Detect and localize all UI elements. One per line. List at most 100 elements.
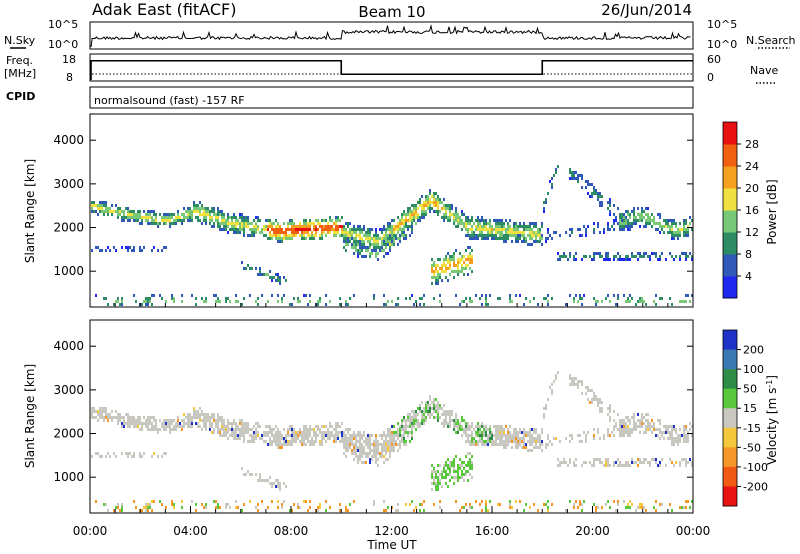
power-cell xyxy=(285,279,287,282)
power-cell xyxy=(191,213,193,216)
power-cell xyxy=(523,231,525,234)
power-cell xyxy=(439,198,441,201)
power-cell xyxy=(599,231,601,234)
velocity-cell xyxy=(387,443,389,446)
velocity-cell xyxy=(523,443,525,446)
power-cell xyxy=(363,228,365,231)
power-cell xyxy=(309,222,311,225)
velocity-cell xyxy=(389,446,391,449)
power-cell xyxy=(493,219,495,222)
power-cell xyxy=(517,234,519,237)
velocity-cell xyxy=(537,446,539,449)
velocity-cell xyxy=(103,410,105,413)
power-cell xyxy=(431,270,433,273)
velocity-cell xyxy=(403,419,405,422)
velocity-cell xyxy=(437,419,439,422)
velocity-cell xyxy=(475,425,477,428)
power-cell xyxy=(521,231,523,234)
velocity-cell xyxy=(463,461,465,464)
power-cell xyxy=(655,255,657,258)
velocity-cell xyxy=(411,410,413,413)
velocity-cell xyxy=(403,440,405,443)
power-cell xyxy=(123,219,125,222)
power-cell xyxy=(217,210,219,213)
velocity-cell xyxy=(531,449,533,452)
velocity-cell xyxy=(461,461,463,464)
velocity-cell xyxy=(197,416,199,419)
velocity-cell xyxy=(431,488,433,491)
power-cell xyxy=(409,210,411,213)
velocity-cell xyxy=(653,428,655,431)
velocity-cell xyxy=(535,431,537,434)
velocity-cell xyxy=(531,428,533,431)
velocity-cell xyxy=(523,437,525,440)
power-cell xyxy=(633,210,635,213)
velocity-cell xyxy=(409,440,411,443)
velocity-cell xyxy=(219,428,221,431)
power-cell xyxy=(273,222,275,225)
velocity-cell xyxy=(517,434,519,437)
velocity-cell xyxy=(683,458,685,461)
power-cell xyxy=(181,300,183,303)
power-cell xyxy=(421,195,423,198)
power-cell xyxy=(613,219,615,222)
power-cell xyxy=(335,231,337,234)
power-cell xyxy=(163,219,165,222)
velocity-cell xyxy=(399,431,401,434)
velocity-cell xyxy=(655,428,657,431)
velocity-cell xyxy=(239,428,241,431)
velocity-cell xyxy=(591,464,593,467)
power-cell xyxy=(319,300,321,303)
noise-series xyxy=(90,24,691,48)
power-cell xyxy=(485,225,487,228)
velocity-colorbar-swatch xyxy=(723,369,737,390)
power-cell xyxy=(623,294,625,297)
velocity-cell xyxy=(529,431,531,434)
power-cell xyxy=(581,297,583,300)
power-panel-frame xyxy=(89,113,694,308)
velocity-cell xyxy=(469,452,471,455)
power-cell xyxy=(107,207,109,210)
power-cell xyxy=(453,216,455,219)
power-cell xyxy=(351,231,353,234)
velocity-cell xyxy=(503,428,505,431)
velocity-cell xyxy=(687,434,689,437)
velocity-cell xyxy=(593,503,595,506)
velocity-cell xyxy=(191,425,193,428)
power-cell xyxy=(493,228,495,231)
power-cell xyxy=(667,222,669,225)
velocity-cell xyxy=(347,509,349,512)
velocity-cell xyxy=(375,440,377,443)
velocity-cell xyxy=(469,458,471,461)
power-cell xyxy=(131,216,133,219)
velocity-cell xyxy=(681,458,683,461)
velocity-cell xyxy=(579,500,581,503)
velocity-cell xyxy=(265,425,267,428)
power-cell xyxy=(671,228,673,231)
velocity-cell xyxy=(513,428,515,431)
power-cell xyxy=(421,213,423,216)
velocity-cell xyxy=(433,407,435,410)
velocity-cell xyxy=(539,443,541,446)
velocity-cell xyxy=(191,500,193,503)
power-cell xyxy=(93,210,95,213)
velocity-cell xyxy=(505,434,507,437)
power-cell xyxy=(103,201,105,204)
power-cell xyxy=(417,216,419,219)
velocity-cell xyxy=(537,437,539,440)
velocity-cell xyxy=(223,434,225,437)
velocity-cell xyxy=(333,440,335,443)
power-cell xyxy=(605,258,607,261)
power-cell xyxy=(293,228,295,231)
power-cell xyxy=(475,294,477,297)
velocity-cell xyxy=(365,437,367,440)
velocity-cell xyxy=(443,422,445,425)
power-cell xyxy=(105,210,107,213)
velocity-cell xyxy=(387,506,389,509)
power-cell xyxy=(655,222,657,225)
power-cell xyxy=(413,219,415,222)
power-cell xyxy=(143,300,145,303)
velocity-cell xyxy=(213,416,215,419)
velocity-cell xyxy=(311,440,313,443)
power-cell xyxy=(569,234,571,237)
